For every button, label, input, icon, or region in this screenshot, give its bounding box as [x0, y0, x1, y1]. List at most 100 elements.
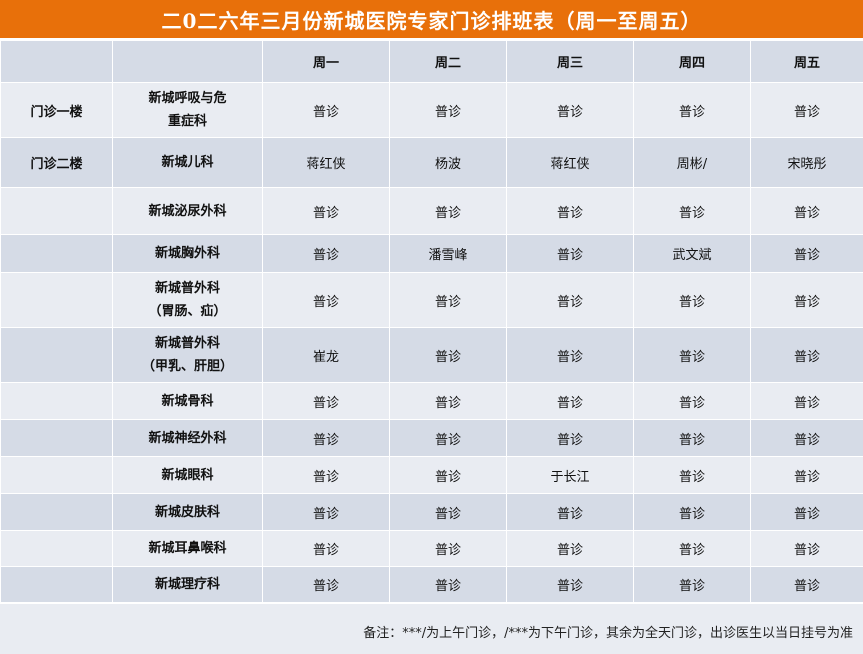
page-title: 二0二六年三月份新城医院专家门诊排班表（周一至周五） — [0, 0, 863, 38]
schedule-cell: 普诊 — [506, 382, 634, 420]
table-row: 新城皮肤科 普诊 普诊 普诊 普诊 普诊 — [0, 493, 863, 531]
department-name: 新城胸外科 — [154, 246, 220, 261]
header-row: 周一 周二 周三 周四 周五 — [0, 40, 863, 83]
schedule-cell: 普诊 — [262, 419, 390, 457]
schedule-cell: 普诊 — [633, 419, 751, 457]
table-row: 门诊二楼 新城儿科 蒋红侠 杨波 蒋红侠 周彬/宋晓彤 — [0, 137, 863, 188]
floor-label — [0, 566, 113, 603]
floor-label — [0, 530, 113, 567]
day-header-mon: 周一 — [262, 40, 390, 83]
floor-label — [0, 456, 113, 494]
schedule-cell: 普诊 — [633, 530, 751, 567]
department-cell: 新城普外科 （甲乳、肝胆） — [112, 327, 263, 383]
floor-label — [0, 187, 113, 235]
schedule-cell: 普诊 — [506, 187, 634, 235]
schedule-cell: 普诊 — [262, 382, 390, 420]
schedule-cell: 普诊 — [506, 234, 634, 273]
department-cell: 新城儿科 — [112, 137, 263, 188]
table-row: 新城骨科 普诊 普诊 普诊 普诊 普诊 — [0, 382, 863, 420]
schedule-cell: 普诊 — [750, 530, 863, 567]
department-subname: （胃肠、疝） — [148, 304, 227, 319]
department-cell: 新城骨科 — [112, 382, 263, 420]
schedule-cell: 普诊 — [389, 327, 507, 383]
schedule-cell: 于长江 — [506, 456, 634, 494]
day-header-tue: 周二 — [389, 40, 507, 83]
table-row: 新城神经外科 普诊 普诊 普诊 普诊 普诊 — [0, 419, 863, 457]
schedule-cell: 普诊 — [389, 82, 507, 138]
schedule-cell: 普诊 — [750, 382, 863, 420]
schedule-cell: 普诊 — [750, 493, 863, 531]
schedule-cell: 普诊 — [750, 327, 863, 383]
schedule-cell: 普诊 — [506, 493, 634, 531]
schedule-cell: 普诊 — [633, 187, 751, 235]
department-cell: 新城皮肤科 — [112, 493, 263, 531]
schedule-cell: 普诊 — [389, 382, 507, 420]
department-cell: 新城普外科 （胃肠、疝） — [112, 272, 263, 328]
schedule-cell: 普诊 — [262, 187, 390, 235]
department-cell: 新城呼吸与危 重症科 — [112, 82, 263, 138]
schedule-cell: 宋晓彤 — [750, 137, 863, 188]
department-cell: 新城耳鼻喉科 — [112, 530, 263, 567]
schedule-cell: 普诊 — [633, 272, 751, 328]
department-cell: 新城泌尿外科 — [112, 187, 263, 235]
floor-label: 门诊一楼 — [0, 82, 113, 138]
schedule-cell: 普诊 — [633, 566, 751, 603]
schedule-cell: 普诊 — [750, 566, 863, 603]
floor-label — [0, 272, 113, 328]
schedule-cell: 普诊 — [750, 419, 863, 457]
schedule-cell: 普诊 — [389, 493, 507, 531]
department-name: 新城骨科 — [161, 393, 214, 409]
schedule-cell: 崔龙 — [262, 327, 390, 383]
department-cell: 新城理疗科 — [112, 566, 263, 603]
schedule-cell: 杨波 — [389, 137, 507, 188]
day-header-thu: 周四 — [633, 40, 751, 83]
table-row: 新城普外科 （胃肠、疝） 普诊 普诊 普诊 普诊 普诊 — [0, 272, 863, 328]
schedule-cell: 普诊 — [633, 493, 751, 531]
schedule-cell: 普诊 — [389, 530, 507, 567]
floor-label: 门诊二楼 — [0, 137, 113, 188]
schedule-cell: 普诊 — [506, 419, 634, 457]
floor-label — [0, 234, 113, 273]
schedule-cell: 普诊 — [750, 272, 863, 328]
schedule-cell: 普诊 — [389, 272, 507, 328]
schedule-cell: 普诊 — [750, 456, 863, 494]
department-cell: 新城神经外科 — [112, 419, 263, 457]
department-name: 新城泌尿外科 — [148, 203, 227, 219]
schedule-cell: 普诊 — [389, 187, 507, 235]
schedule-cell: 普诊 — [750, 234, 863, 273]
department-name: 新城普外科 — [154, 281, 220, 296]
table-row: 新城泌尿外科 普诊 普诊 普诊 普诊 普诊 — [0, 187, 863, 235]
footer-note: 备注：***/为上午门诊，/***为下午门诊，其余为全天门诊，出诊医生以当日挂号… — [363, 626, 853, 641]
schedule-cell: 普诊 — [506, 272, 634, 328]
floor-label — [0, 493, 113, 531]
schedule-cell: 普诊 — [506, 530, 634, 567]
schedule-table: 周一 周二 周三 周四 周五 门诊一楼 新城呼吸与危 重症科 普诊 普诊 普诊 普诊 普诊 门诊… — [0, 40, 863, 603]
department-name: 新城呼吸与危 — [148, 91, 227, 106]
schedule-cell: 普诊 — [262, 456, 390, 494]
department-name: 新城理疗科 — [154, 577, 220, 592]
schedule-cell: 普诊 — [389, 419, 507, 457]
schedule-cell: 蒋红侠 — [262, 137, 390, 188]
schedule-cell: 周彬/ — [633, 137, 751, 188]
department-cell: 新城胸外科 — [112, 234, 263, 273]
schedule-cell: 普诊 — [389, 456, 507, 494]
table-row: 新城胸外科 普诊 潘雪峰 普诊 武文斌 普诊 — [0, 234, 863, 273]
schedule-cell: 普诊 — [262, 272, 390, 328]
header-corner-dept — [112, 40, 263, 83]
department-name: 新城神经外科 — [148, 430, 227, 446]
schedule-cell: 普诊 — [633, 382, 751, 420]
department-name: 新城眼科 — [161, 467, 214, 483]
header-corner-loc — [0, 40, 113, 83]
department-subname: 重症科 — [167, 114, 207, 129]
day-header-wed: 周三 — [506, 40, 634, 83]
department-cell: 新城眼科 — [112, 456, 263, 494]
table-row: 新城理疗科 普诊 普诊 普诊 普诊 普诊 — [0, 566, 863, 603]
department-name: 新城儿科 — [161, 155, 214, 170]
floor-label — [0, 327, 113, 383]
floor-label — [0, 419, 113, 457]
schedule-cell: 蒋红侠 — [506, 137, 634, 188]
department-subname: （甲乳、肝胆） — [141, 359, 233, 374]
schedule-cell: 普诊 — [633, 82, 751, 138]
department-name: 新城耳鼻喉科 — [148, 541, 227, 556]
schedule-cell: 普诊 — [633, 456, 751, 494]
